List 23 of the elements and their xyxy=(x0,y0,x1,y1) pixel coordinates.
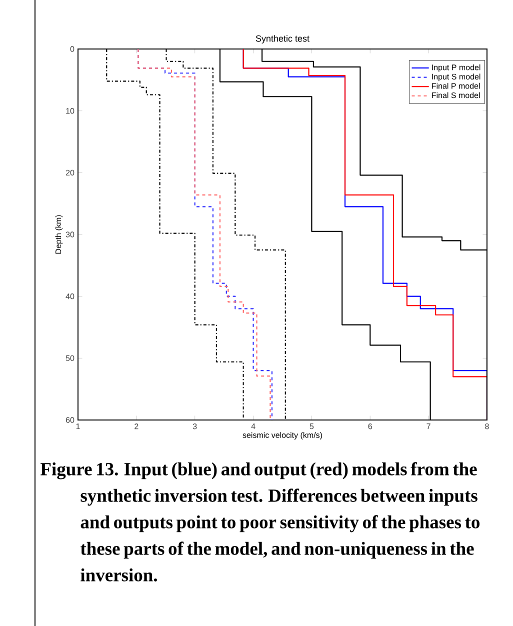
x-tick-label: 3 xyxy=(192,424,197,430)
y-tick-label: 40 xyxy=(66,294,74,300)
y-tick-label: 10 xyxy=(66,108,74,114)
y-axis-title: Depth (km) xyxy=(55,215,63,254)
text: Figure 13. Input (blue) and output (red) models from the synthetic inversion test. Differences between inputs and outputs point to poor sensitivity of the phases to these parts of the model, and non-uniqueness in the inversion. xyxy=(40,462,480,582)
x-tick-label: 6 xyxy=(368,424,372,430)
x-tick-label: 5 xyxy=(310,424,314,430)
legend-label: Input P model xyxy=(432,64,480,72)
y-tick-label: 20 xyxy=(66,170,74,176)
x-tick-label: 8 xyxy=(485,424,489,430)
x-tick-label: 1 xyxy=(76,424,80,430)
x-tick-label: 4 xyxy=(251,424,256,430)
x-axis-title: seismic velocity (km/s) xyxy=(242,432,322,440)
x-tick-label: 2 xyxy=(134,424,138,430)
legend-label: Final P model xyxy=(432,82,480,89)
legend-label: Final S model xyxy=(432,92,480,98)
y-tick-label: 60 xyxy=(66,417,74,423)
y-tick-label: 0 xyxy=(70,46,74,52)
y-tick-label: 30 xyxy=(66,232,74,238)
legend-label: Input S model xyxy=(432,74,480,82)
chart-title: Synthetic test xyxy=(256,35,310,44)
x-tick-label: 7 xyxy=(426,424,430,430)
y-tick-label: 50 xyxy=(66,355,74,361)
